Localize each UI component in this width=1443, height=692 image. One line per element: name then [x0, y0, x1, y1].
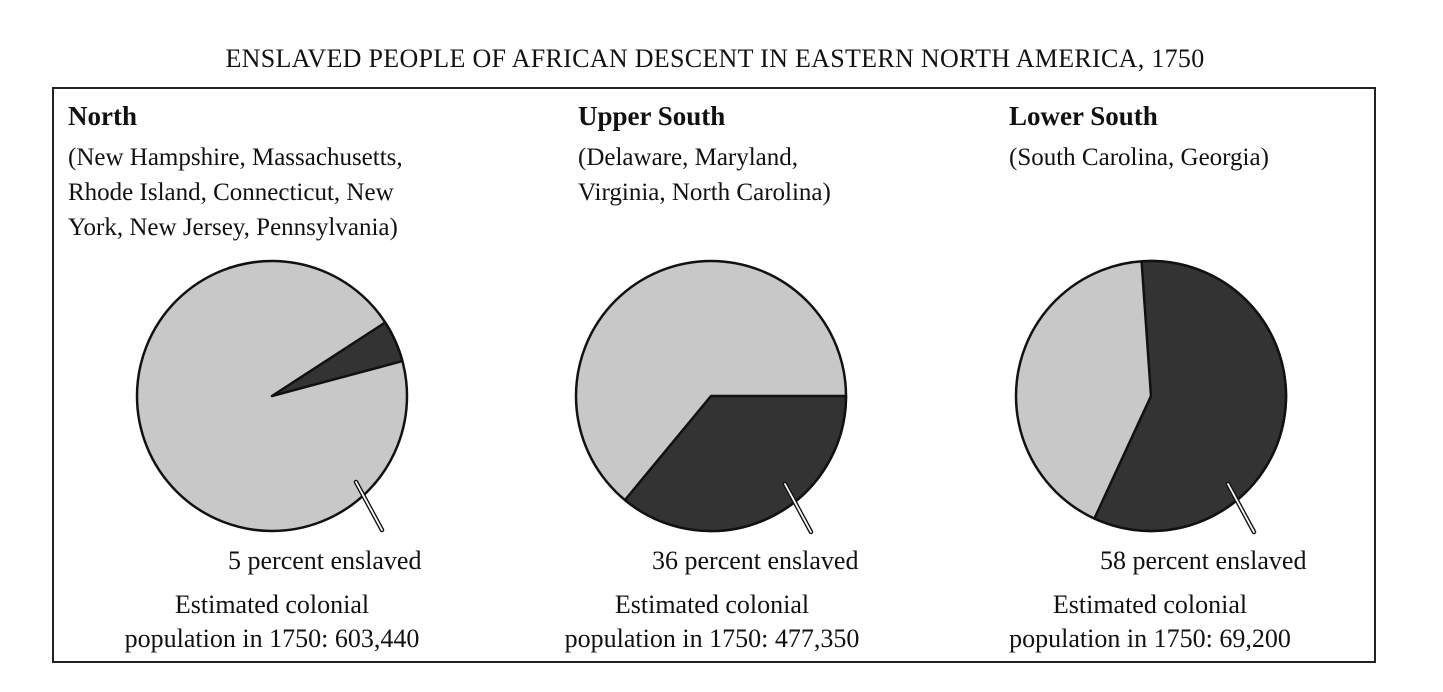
pointer-line-inner-upper-south [784, 483, 812, 533]
states-line: (New Hampshire, Massachusetts, [68, 144, 403, 171]
region-name-lower-south: Lower South [1009, 101, 1158, 131]
states-line: (Delaware, Maryland, [578, 144, 799, 171]
population-label-north: Estimated colonial population in 1750: 6… [72, 588, 472, 656]
pointer-line-inner-lower-south [1227, 483, 1255, 533]
population-line: population in 1750: 603,440 [124, 624, 420, 653]
region-name-upper-south: Upper South [578, 101, 726, 131]
states-line: Virginia, North Carolina) [578, 179, 831, 206]
population-line: population in 1750: 477,350 [564, 624, 860, 653]
chart-frame [52, 87, 1376, 663]
pointer-line-inner-north [355, 481, 383, 531]
population-line: population in 1750: 69,200 [1009, 624, 1291, 653]
population-line: Estimated colonial [174, 590, 370, 619]
region-states-upper-south: (Delaware, Maryland, Virginia, North Car… [578, 140, 831, 210]
states-line: York, New Jersey, Pennsylvania) [68, 214, 398, 241]
pie-slice-enslaved-lower-south [1093, 259, 1288, 533]
states-line: Rhode Island, Connecticut, New [68, 179, 394, 206]
population-line: Estimated colonial [1052, 590, 1248, 619]
pct-label-north: 5 percent enslaved [228, 546, 422, 575]
pct-label-upper-south: 36 percent enslaved [652, 546, 859, 575]
population-line: Estimated colonial [614, 590, 810, 619]
region-states-north: (New Hampshire, Massachusetts, Rhode Isl… [68, 140, 403, 245]
region-states-lower-south: (South Carolina, Georgia) [1009, 140, 1269, 175]
population-label-upper-south: Estimated colonial population in 1750: 4… [512, 588, 912, 656]
pie-slice-enslaved-north [270, 321, 404, 398]
region-name-north: North [68, 101, 137, 131]
pct-label-lower-south: 58 percent enslaved [1100, 546, 1307, 575]
chart-title: ENSLAVED PEOPLE OF AFRICAN DESCENT IN EA… [225, 44, 1205, 73]
population-label-lower-south: Estimated colonial population in 1750: 6… [950, 588, 1350, 656]
states-line: (South Carolina, Georgia) [1009, 144, 1269, 171]
